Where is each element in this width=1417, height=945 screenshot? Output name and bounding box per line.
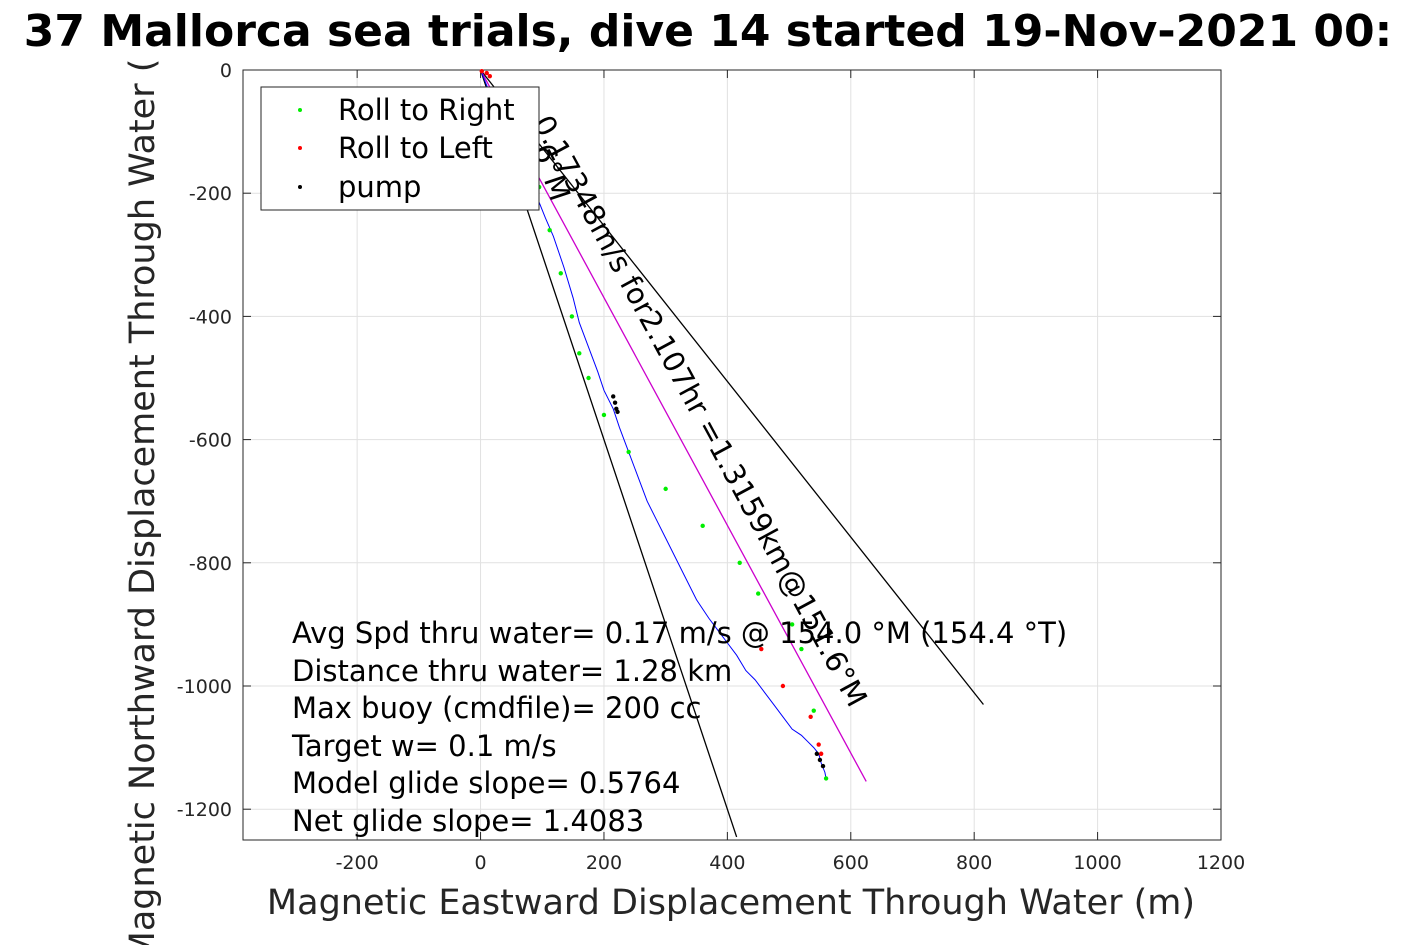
roll-right-point (547, 227, 552, 233)
pump-point (814, 751, 820, 756)
pump-point (612, 400, 618, 405)
roll-right-point (737, 560, 742, 565)
roll-right-point (823, 776, 829, 781)
pump-point (615, 409, 620, 415)
y-tick-label: -600 (189, 430, 232, 452)
legend-label-roll-left: Roll to Left (338, 131, 493, 165)
chart-title: 37 Mallorca sea trials, dive 14 started … (24, 6, 1392, 57)
legend: Roll to Right Roll to Left pump (260, 86, 540, 211)
roll-right-point (558, 271, 563, 276)
legend-marker-roll-right (298, 108, 302, 112)
x-tick-label: 1200 (1197, 852, 1245, 874)
y-tick-label: -800 (189, 553, 232, 575)
pump-point (817, 757, 823, 763)
legend-label-roll-right: Roll to Right (338, 93, 515, 127)
annotation-target-w: Target w= 0.1 m/s (291, 729, 557, 763)
roll-left-point (818, 751, 824, 756)
roll-left-point (479, 69, 484, 74)
roll-right-point (700, 523, 705, 529)
roll-right-point (799, 646, 804, 652)
y-tick-label: -1200 (177, 799, 232, 821)
x-tick-label: -200 (336, 852, 379, 874)
legend-box (260, 86, 540, 211)
grid (243, 69, 1222, 840)
plot-area (242, 69, 1222, 841)
envelope-line-2 (480, 69, 984, 705)
roll-left-point (780, 683, 786, 689)
x-tick-label: 800 (956, 852, 992, 874)
annotation-model-glide-slope: Model glide slope= 0.5764 (292, 766, 680, 800)
roll-left-point (808, 714, 813, 719)
x-tick-label: 400 (709, 852, 745, 874)
x-tick-label: 0 (475, 852, 487, 874)
roll-right-point (586, 375, 591, 381)
roll-left-point (759, 646, 764, 652)
annotation-avg-speed: Avg Spd thru water= 0.17 m/s @ 154.0 °M … (292, 616, 1067, 650)
annotation-max-buoy: Max buoy (cmdfile)= 200 cc (292, 691, 701, 725)
legend-marker-pump (298, 185, 302, 189)
roll-left-point (484, 70, 489, 76)
roll-right-point (811, 708, 816, 713)
roll-left-point (816, 742, 821, 747)
roll-left-point (487, 73, 493, 79)
annotations: Avg Spd thru water= 0.17 m/s @ 154.0 °M … (291, 616, 1067, 838)
x-axis-label: Magnetic Eastward Displacement Through W… (267, 883, 1195, 923)
axis-ticks: -200 0 200 400 600 800 1000 1200 0 -200 -400 -600 -8… (177, 60, 1245, 874)
roll-right-point (626, 449, 631, 455)
roll-right-point (601, 412, 607, 418)
x-tick-label: 1000 (1073, 852, 1121, 874)
y-tick-label: -1000 (177, 676, 232, 698)
dive-track (480, 69, 827, 779)
legend-marker-roll-left (298, 146, 302, 150)
roll-right-point (789, 622, 795, 627)
roll-right-point (663, 486, 668, 492)
y-tick-label: 0 (220, 60, 232, 82)
y-tick-label: -400 (189, 306, 232, 328)
roll-right-point (756, 591, 761, 596)
x-tick-label: 600 (833, 852, 869, 874)
pump-point (820, 763, 826, 769)
roll-right-point (569, 314, 575, 319)
pump-point (611, 394, 616, 399)
roll-right-point (577, 351, 582, 356)
annotation-distance: Distance thru water= 1.28 km (292, 654, 732, 688)
x-tick-label: 200 (586, 852, 622, 874)
y-axis-label: Magnetic Northward Displacement Through … (123, 59, 163, 945)
annotation-net-glide-slope: Net glide slope= 1.4083 (292, 804, 644, 838)
mean-heading-line (479, 69, 867, 782)
legend-label-pump: pump (338, 170, 421, 204)
y-tick-label: -200 (189, 183, 232, 205)
